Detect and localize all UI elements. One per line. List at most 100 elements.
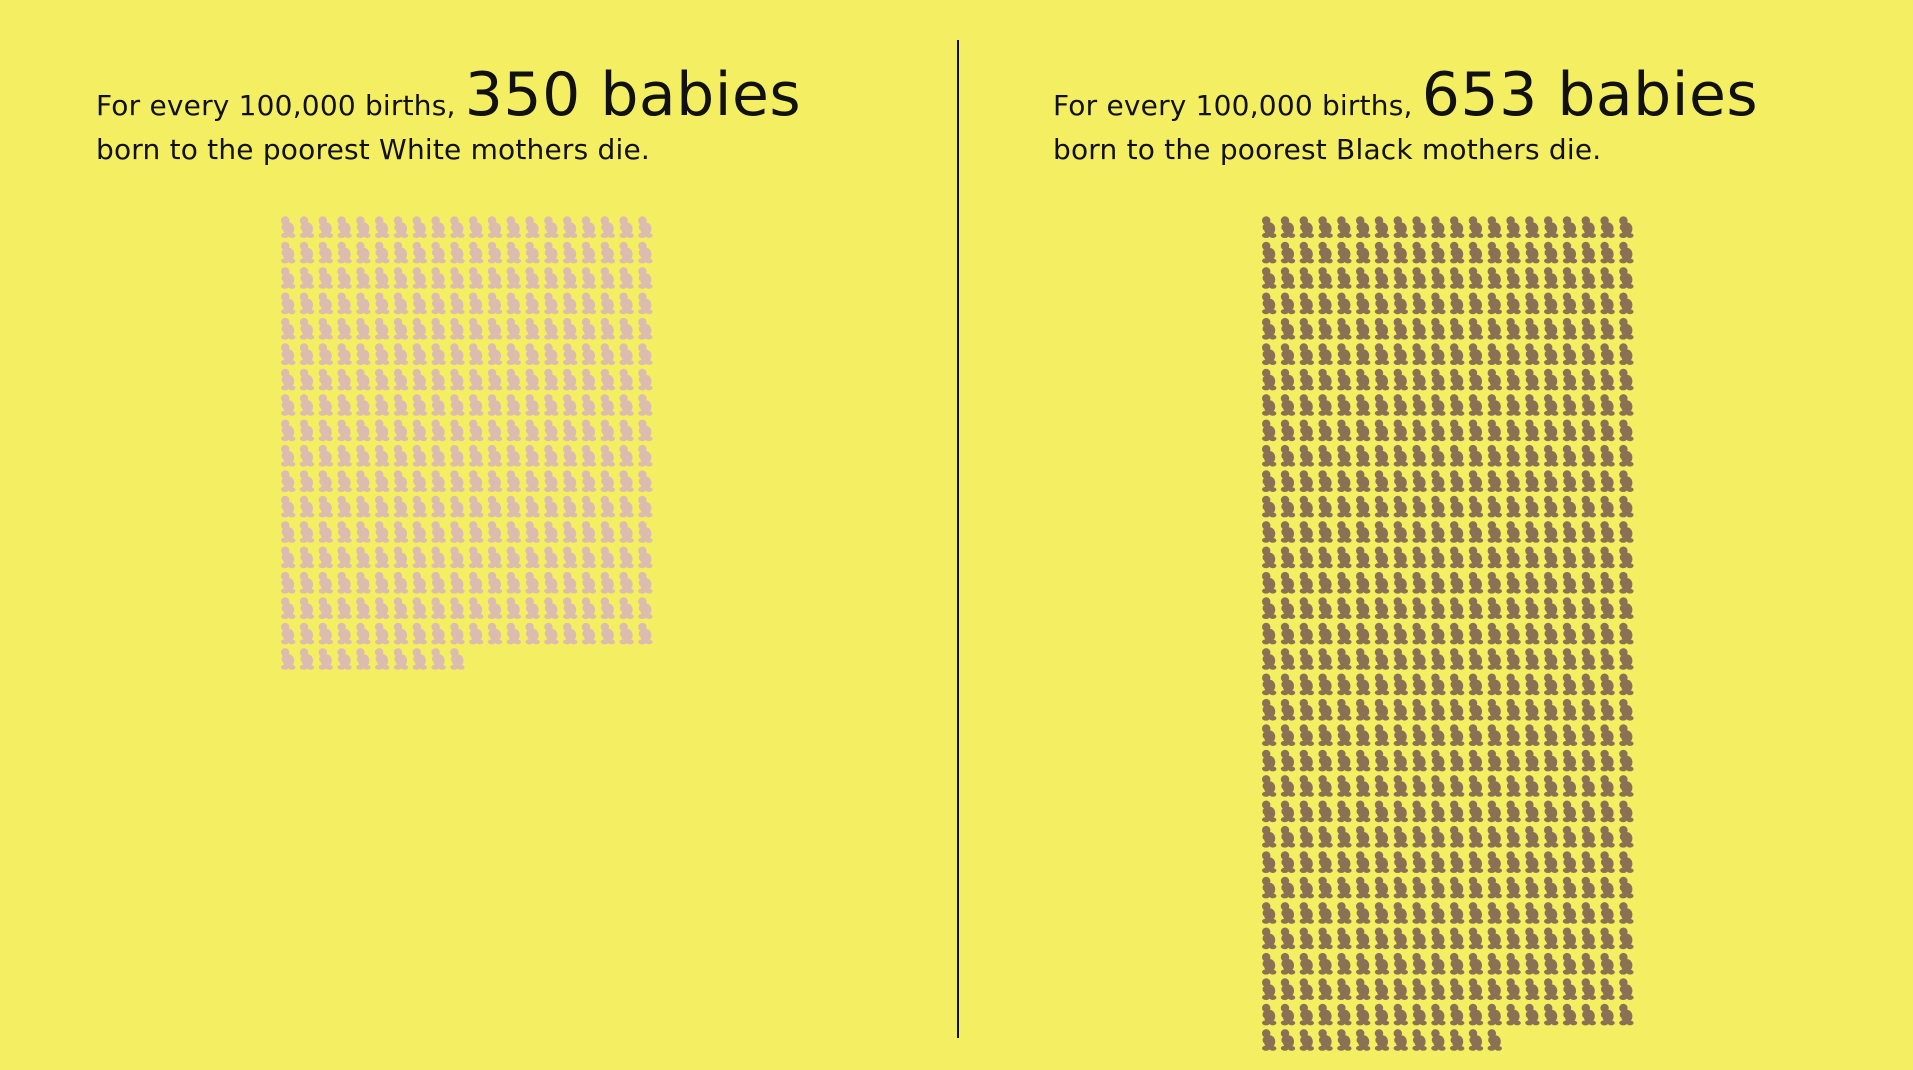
baby-icon	[281, 368, 296, 391]
baby-icon	[1487, 851, 1502, 873]
baby-icon	[487, 495, 503, 518]
baby-icon	[1299, 470, 1315, 492]
baby-icon	[468, 394, 484, 416]
baby-icon	[1619, 952, 1634, 975]
baby-icon	[1356, 546, 1371, 569]
baby-icon	[1543, 902, 1559, 924]
baby-icon	[1431, 978, 1446, 1000]
baby-icon	[1374, 1029, 1390, 1051]
pictogram-svg	[1262, 216, 1634, 1051]
baby-icon	[1487, 622, 1502, 645]
baby-icon	[1450, 343, 1465, 365]
baby-icon	[1543, 749, 1559, 772]
baby-icon	[412, 317, 428, 340]
baby-icon	[1468, 749, 1484, 772]
baby-icon	[1318, 825, 1333, 848]
baby-icon	[1619, 698, 1634, 721]
baby-icon	[318, 216, 334, 238]
baby-icon	[1318, 292, 1333, 315]
baby-icon	[318, 444, 334, 467]
baby-icon	[281, 267, 296, 289]
baby-icon	[1337, 698, 1352, 721]
baby-icon	[619, 444, 634, 467]
baby-icon	[1318, 1029, 1333, 1051]
baby-icon	[1337, 724, 1352, 746]
baby-icon	[356, 267, 371, 289]
baby-icon	[412, 216, 428, 238]
baby-icon	[1299, 368, 1315, 391]
baby-icon	[1412, 470, 1427, 492]
baby-icon	[1262, 368, 1277, 391]
baby-icon	[1299, 317, 1315, 340]
baby-icon	[1280, 876, 1296, 899]
baby-icon	[1374, 267, 1390, 289]
baby-icon	[1543, 521, 1559, 543]
baby-icon	[544, 521, 559, 543]
baby-icon	[318, 571, 334, 594]
baby-icon	[1337, 444, 1352, 467]
baby-icon	[337, 343, 352, 365]
baby-icon	[1280, 267, 1296, 289]
baby-icon	[1487, 876, 1502, 899]
baby-icon	[393, 571, 409, 594]
baby-icon	[299, 597, 315, 619]
baby-icon	[1262, 698, 1277, 721]
baby-icon	[1412, 775, 1427, 797]
headline-suffix: born to the poorest White mothers die.	[96, 133, 651, 166]
baby-icon	[1356, 978, 1371, 1000]
baby-icon	[1525, 927, 1540, 950]
baby-icon	[1600, 698, 1615, 721]
baby-icon	[1543, 394, 1559, 416]
baby-icon	[1581, 800, 1596, 823]
baby-icon	[525, 521, 540, 543]
baby-icon	[1581, 444, 1596, 467]
baby-icon	[299, 292, 315, 315]
baby-icon	[1506, 952, 1521, 975]
baby-icon	[1600, 470, 1615, 492]
baby-icon	[638, 470, 653, 492]
baby-icon	[431, 394, 446, 416]
baby-icon	[1506, 724, 1521, 746]
baby-icon	[337, 368, 352, 391]
baby-icon	[431, 267, 446, 289]
baby-icon	[1600, 825, 1615, 848]
baby-icon	[1506, 800, 1521, 823]
baby-icon	[487, 343, 503, 365]
baby-icon	[1393, 724, 1409, 746]
baby-icon	[1619, 241, 1634, 264]
baby-icon	[1450, 648, 1465, 670]
baby-icon	[1450, 470, 1465, 492]
baby-icon	[1525, 698, 1540, 721]
baby-icon	[1412, 571, 1427, 594]
baby-icon	[1450, 698, 1465, 721]
baby-icon	[1619, 546, 1634, 569]
baby-icon	[1393, 597, 1409, 619]
baby-icon	[375, 597, 390, 619]
baby-icon	[1581, 343, 1596, 365]
baby-icon	[1468, 495, 1484, 518]
baby-icon	[1543, 368, 1559, 391]
baby-icon	[1337, 521, 1352, 543]
baby-icon	[1431, 470, 1446, 492]
baby-icon	[1600, 851, 1615, 873]
baby-icon	[1356, 368, 1371, 391]
baby-icon	[1280, 749, 1296, 772]
baby-icon	[1262, 394, 1277, 416]
baby-icon	[450, 597, 465, 619]
baby-icon	[1619, 648, 1634, 670]
baby-icon	[1318, 394, 1333, 416]
baby-icon	[1393, 267, 1409, 289]
baby-icon	[1525, 343, 1540, 365]
baby-icon	[1600, 876, 1615, 899]
baby-icon	[356, 317, 371, 340]
baby-icon	[1543, 470, 1559, 492]
baby-icon	[393, 216, 409, 238]
baby-icon	[1450, 444, 1465, 467]
baby-icon	[393, 444, 409, 467]
baby-icon	[1374, 292, 1390, 315]
baby-icon	[1412, 825, 1427, 848]
baby-icon	[412, 546, 428, 569]
baby-icon	[1562, 419, 1578, 442]
baby-icon	[450, 648, 465, 670]
baby-icon	[1374, 978, 1390, 1000]
